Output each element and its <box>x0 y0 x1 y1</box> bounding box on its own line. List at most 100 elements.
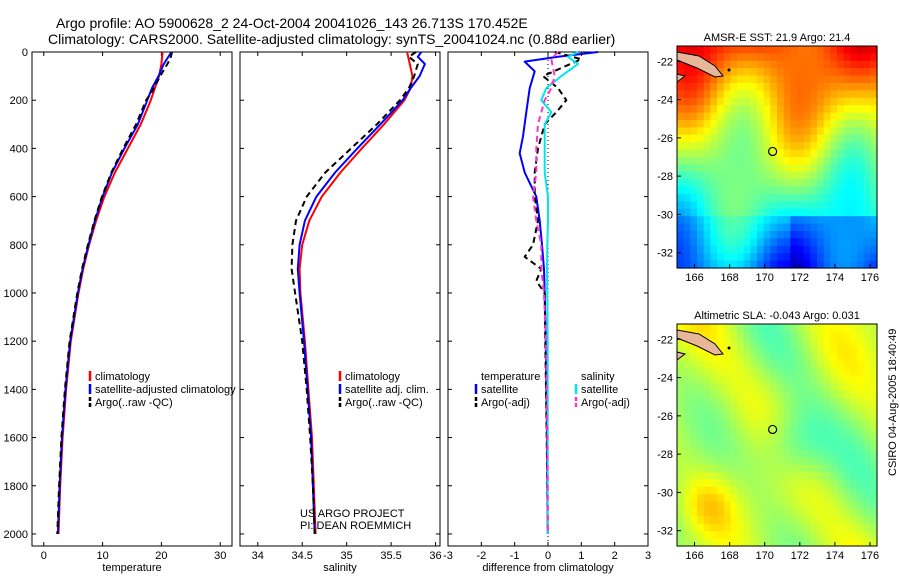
heatmap-cell <box>697 186 705 195</box>
heatmap-cell <box>763 457 771 466</box>
heatmap-cell <box>743 120 751 128</box>
heatmap-cell <box>863 127 871 136</box>
heatmap-cell <box>757 427 765 436</box>
heatmap-cell <box>770 523 778 532</box>
heatmap-cell <box>843 216 851 225</box>
heatmap-cell <box>837 449 845 458</box>
heatmap-cell <box>697 390 705 399</box>
heatmap-cell <box>723 449 731 458</box>
heatmap-cell <box>730 457 738 466</box>
heatmap-cell <box>783 68 791 77</box>
heatmap-cell <box>743 83 751 91</box>
heatmap-cell <box>797 523 805 532</box>
heatmap-cell <box>843 90 851 99</box>
heatmap-cell <box>870 179 878 188</box>
heatmap-cell <box>823 253 831 262</box>
heatmap-cell <box>750 53 758 62</box>
heatmap-cell <box>763 260 771 269</box>
heatmap-cell <box>797 171 805 180</box>
heatmap-cell <box>850 120 858 128</box>
heatmap-cell <box>777 390 785 399</box>
heatmap-cell <box>763 223 771 232</box>
heatmap-cell <box>770 383 778 392</box>
heatmap-cell <box>857 457 865 466</box>
heatmap-cell <box>837 427 845 436</box>
heatmap-cell <box>810 324 818 332</box>
heatmap-cell <box>757 164 765 173</box>
heatmap-cell <box>830 383 838 392</box>
heatmap-cell <box>803 435 811 443</box>
heatmap-cell <box>837 231 845 239</box>
heatmap-cell <box>690 164 698 173</box>
heatmap-cell <box>783 201 791 210</box>
y-tick-label: -32 <box>657 248 673 260</box>
y-tick-label: -28 <box>657 171 673 183</box>
heatmap-cell <box>817 171 825 180</box>
heatmap-cell <box>723 479 731 488</box>
heatmap-cell <box>697 90 705 99</box>
heatmap-cell <box>830 427 838 436</box>
heatmap-cells <box>677 324 878 547</box>
heatmap-cell <box>677 486 685 495</box>
heatmap-cell <box>803 186 811 195</box>
heatmap-cell <box>837 324 845 332</box>
heatmap-cell <box>730 494 738 503</box>
heatmap-cell <box>797 449 805 458</box>
heatmap-cell <box>797 149 805 158</box>
heatmap-cell <box>803 472 811 480</box>
heatmap-cell <box>677 338 685 347</box>
heatmap-cell <box>830 509 838 517</box>
heatmap-cell <box>810 486 818 495</box>
heatmap-cell <box>723 105 731 114</box>
heatmap-cell <box>703 201 711 210</box>
heatmap-cell <box>717 538 725 547</box>
heatmap-cell <box>730 97 738 106</box>
heatmap-cell <box>830 186 838 195</box>
heatmap-cell <box>710 494 718 503</box>
heatmap-cell <box>710 405 718 414</box>
heatmap-cell <box>763 112 771 121</box>
heatmap-cell <box>743 398 751 406</box>
heatmap-cell <box>863 186 871 195</box>
heatmap-cell <box>837 134 845 143</box>
heatmap-cell <box>737 405 745 414</box>
heatmap-cell <box>783 179 791 188</box>
heatmap-cell <box>737 68 745 77</box>
heatmap-cell <box>683 435 691 443</box>
heatmap-cell <box>777 353 785 362</box>
heatmap-cell <box>850 253 858 262</box>
heatmap-cell <box>717 253 725 262</box>
heatmap-cell <box>697 486 705 495</box>
heatmap-cell <box>810 353 818 362</box>
heatmap-cell <box>790 105 798 114</box>
heatmap-cell <box>730 112 738 121</box>
heatmap-cell <box>837 331 845 340</box>
heatmap-cell <box>770 435 778 443</box>
heatmap-cell <box>857 538 865 547</box>
heatmap-cell <box>750 501 758 510</box>
heatmap-cell <box>857 179 865 188</box>
heatmap-cell <box>737 324 745 332</box>
heatmap-cell <box>717 53 725 62</box>
heatmap-cell <box>870 194 878 202</box>
heatmap-cell <box>723 223 731 232</box>
heatmap-cell <box>817 390 825 399</box>
heatmap-cell <box>837 120 845 128</box>
heatmap-cell <box>810 68 818 77</box>
x-tick-label: 170 <box>756 272 774 284</box>
heatmap-cell <box>697 253 705 262</box>
heatmap-cell <box>783 112 791 121</box>
legend-label: Argo(-adj) <box>581 397 630 409</box>
heatmap-cell <box>870 464 878 473</box>
heatmap-cell <box>697 134 705 143</box>
heatmap-cell <box>697 538 705 547</box>
heatmap-cell <box>817 245 825 254</box>
heatmap-cell <box>843 186 851 195</box>
heatmap-cell <box>763 208 771 217</box>
heatmap-cell <box>830 368 838 377</box>
heatmap-cell <box>843 427 851 436</box>
heatmap-cell <box>843 134 851 143</box>
heatmap-cell <box>850 179 858 188</box>
heatmap-cell <box>783 120 791 128</box>
heatmap-cell <box>777 149 785 158</box>
